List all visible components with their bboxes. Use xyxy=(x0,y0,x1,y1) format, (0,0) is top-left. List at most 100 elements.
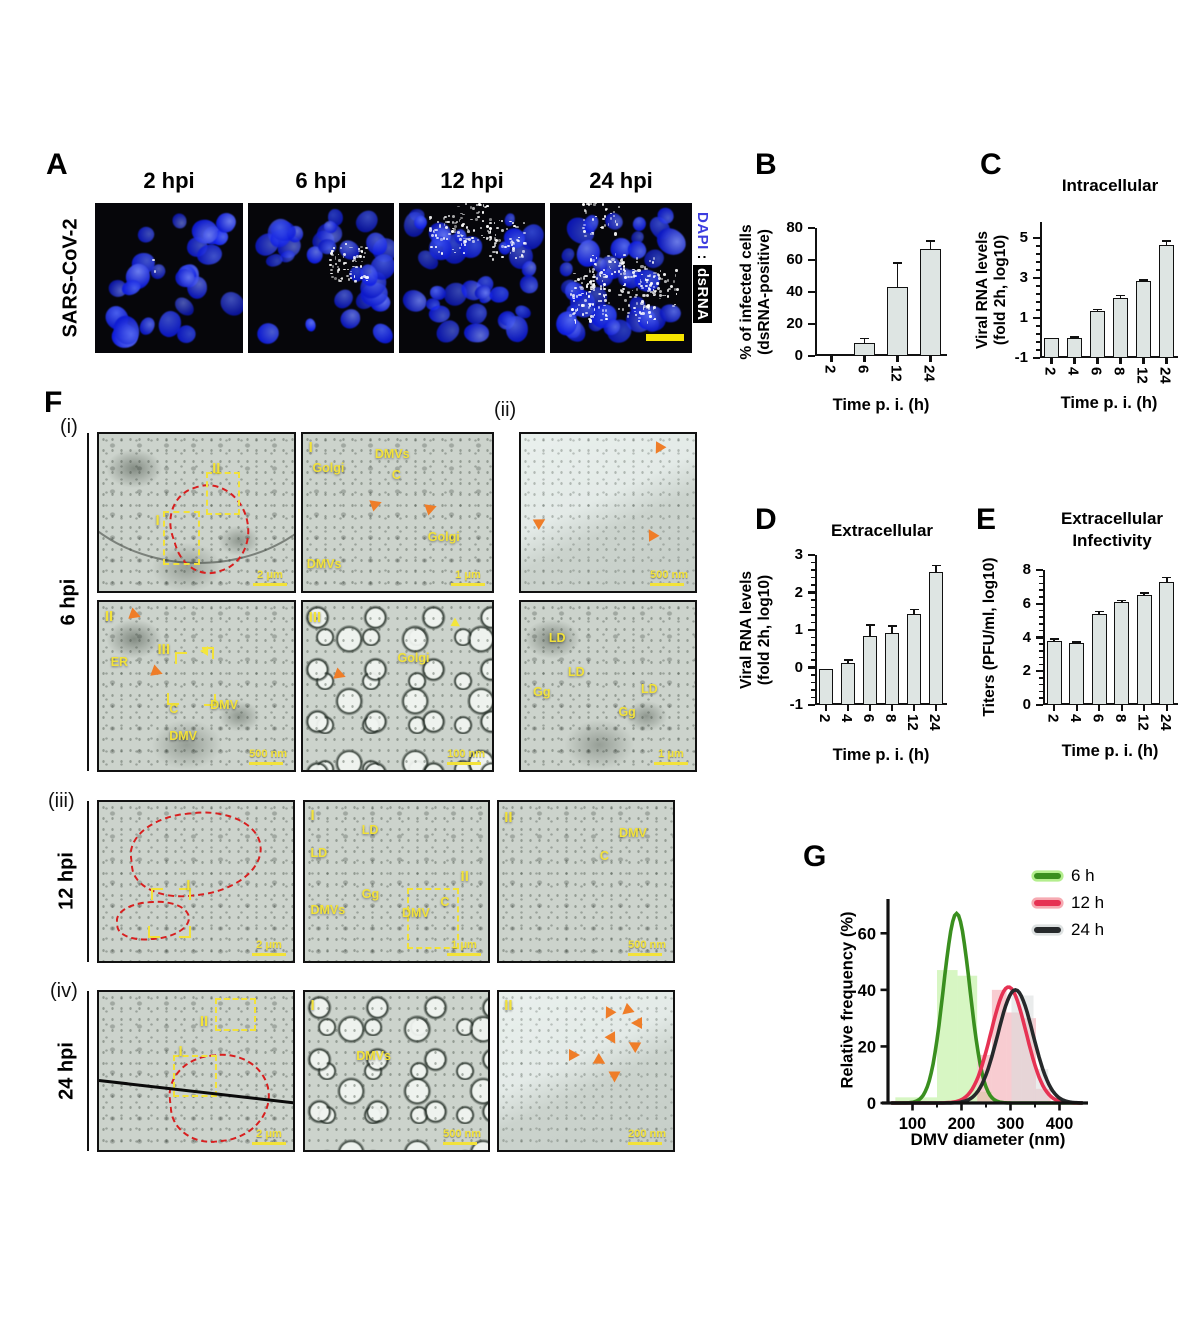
y-minor-tick xyxy=(1036,301,1040,303)
dsrna-punctum xyxy=(337,268,341,271)
dsrna-punctum xyxy=(674,273,677,277)
dsrna-punctum xyxy=(602,268,606,272)
dsrna-punctum xyxy=(591,303,594,307)
dsrna-punctum xyxy=(606,208,609,210)
dsrna-punctum xyxy=(457,205,461,208)
dsrna-punctum xyxy=(586,286,589,289)
dsrna-punctum xyxy=(353,275,356,278)
dsrna-punctum xyxy=(462,237,465,240)
dsrna-punctum xyxy=(590,288,594,291)
dsrna-punctum xyxy=(663,279,667,283)
dsrna-punctum xyxy=(492,246,495,249)
dsrna-punctum xyxy=(348,277,351,281)
em-micrograph: I DMVs 500 nm xyxy=(303,990,490,1152)
scale-bar-line xyxy=(443,1141,478,1145)
em-annotation-label: I xyxy=(178,1043,183,1061)
yellow-inset-box xyxy=(163,510,201,566)
dsrna-punctum xyxy=(492,251,496,254)
dsrna-punctum xyxy=(488,255,492,258)
dsrna-punctum xyxy=(472,229,475,233)
dsrna-punctum xyxy=(647,287,651,290)
nucleus-blob xyxy=(137,315,158,338)
dsrna-punctum xyxy=(648,311,651,314)
dsrna-punctum xyxy=(454,222,457,225)
yellow-bracket xyxy=(178,926,191,939)
scale-bar: 100 nm xyxy=(447,748,485,765)
dsrna-punctum xyxy=(485,225,489,228)
dsrna-punctum xyxy=(644,277,647,282)
dsrna-punctum xyxy=(587,305,590,309)
timepoint-title-12hpi: 12 hpi xyxy=(440,168,504,193)
x-tick-label: 2 xyxy=(821,365,839,374)
dsrna-punctum xyxy=(641,286,645,289)
error-bar-cap xyxy=(909,608,919,611)
dsrna-punctum xyxy=(611,272,614,275)
scale-bar-text: 2 μm xyxy=(256,1128,282,1141)
data-bar xyxy=(1091,613,1107,705)
dsrna-punctum xyxy=(572,272,576,275)
y-tick-label: 6 xyxy=(1022,594,1031,612)
x-tick-mark xyxy=(1098,705,1101,711)
subpanel-ii-marker: (ii) xyxy=(494,399,517,421)
timepoint-title-24hpi: 24 hpi xyxy=(589,168,653,193)
dsrna-punctum xyxy=(621,261,625,265)
error-bar-cap xyxy=(1117,599,1127,602)
dsrna-punctum xyxy=(574,286,578,289)
dsrna-punctum xyxy=(583,230,587,234)
dsrna-punctum xyxy=(338,258,341,263)
y-tick-label: 20 xyxy=(858,1038,876,1056)
dsrna-punctum xyxy=(455,221,458,223)
dsrna-punctum xyxy=(488,217,492,221)
dsrna-punctum xyxy=(515,257,518,259)
legend-item: 12 h xyxy=(1034,893,1104,913)
dsrna-punctum xyxy=(602,304,606,307)
dsrna-punctum xyxy=(601,308,604,312)
dsrna-punctum xyxy=(476,238,479,241)
dsrna-punctum xyxy=(575,294,578,298)
scale-bar-line xyxy=(451,582,485,586)
orange-arrowhead xyxy=(650,441,667,458)
error-bar-line xyxy=(1165,241,1168,245)
dsrna-punctum xyxy=(578,304,580,307)
dsrna-punctum xyxy=(657,281,659,285)
dsrna-punctum xyxy=(441,252,444,255)
dsrna-punctum xyxy=(592,231,594,235)
error-bar-cap xyxy=(843,659,853,661)
dsrna-punctum xyxy=(363,274,366,278)
scale-bar-line xyxy=(628,1141,663,1145)
y-minor-tick xyxy=(1039,582,1043,585)
error-bar-line xyxy=(1096,309,1099,311)
y-minor-tick xyxy=(1036,253,1040,255)
dsrna-punctum xyxy=(583,209,586,213)
dsrna-punctum xyxy=(451,249,454,251)
dsrna-punctum xyxy=(343,252,347,256)
em-annotation-label: DMVs xyxy=(306,557,342,572)
dsrna-punctum xyxy=(676,288,680,292)
y-minor-tick xyxy=(811,584,815,586)
dsrna-punctum xyxy=(494,237,496,241)
y-minor-tick xyxy=(811,696,815,699)
dsrna-punctum xyxy=(613,232,618,236)
em-annotation-label: DMV xyxy=(619,826,647,841)
dsrna-punctum xyxy=(600,270,603,275)
dsrna-punctum xyxy=(659,270,662,272)
legend-item: 24 h xyxy=(1034,920,1104,940)
data-bar xyxy=(1114,602,1130,705)
dsrna-punctum xyxy=(623,299,627,302)
em-micrograph: II I 2 μm xyxy=(97,432,296,593)
y-tick-label: 2 xyxy=(794,583,803,601)
scale-bar-text: 2 μm xyxy=(257,569,283,582)
chart-g-xlabel: DMV diameter (nm) xyxy=(910,1130,1066,1149)
em-annotation-label: C xyxy=(599,848,609,863)
dsrna-punctum xyxy=(571,308,574,311)
dsrna-punctum xyxy=(363,255,365,258)
dsrna-punctum xyxy=(584,210,587,214)
dsrna-punctum xyxy=(581,292,585,295)
x-tick-mark xyxy=(934,705,938,711)
dsrna-punctum xyxy=(658,297,662,300)
data-bar xyxy=(1046,640,1062,705)
x-tick-label: 24 xyxy=(920,365,938,382)
nucleus-blob xyxy=(504,315,529,344)
em-annotation-label: C xyxy=(169,701,179,716)
dsrna-punctum xyxy=(593,262,597,266)
